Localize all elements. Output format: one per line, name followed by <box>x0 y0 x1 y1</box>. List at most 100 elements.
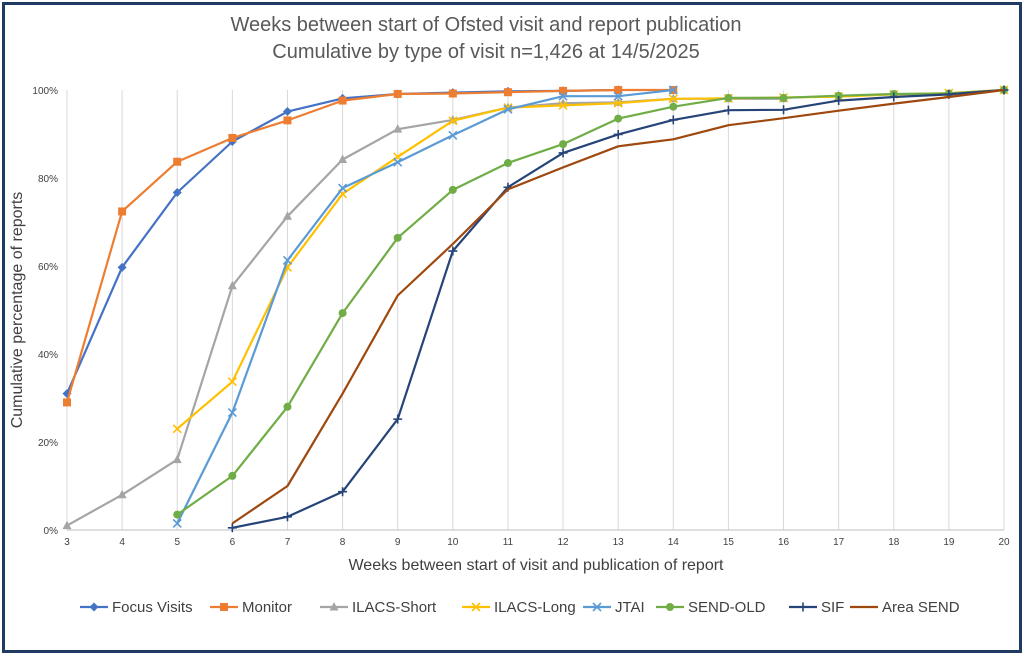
data-point-send-old <box>173 510 182 519</box>
x-tick-label: 17 <box>833 537 845 548</box>
data-point-sif <box>227 523 237 533</box>
data-point-jtai <box>558 91 568 101</box>
data-point-ilacs-long <box>613 98 623 108</box>
x-tick-label: 20 <box>998 537 1010 548</box>
data-point-sif <box>558 148 568 158</box>
series-line-ilacs-long <box>176 88 1005 430</box>
chart-title-line2: Cumulative by type of visit n=1,426 at 1… <box>272 41 700 63</box>
chart-title-line1: Weeks between start of Ofsted visit and … <box>230 14 741 36</box>
data-point-ilacs-long <box>668 94 678 104</box>
x-tick-label: 4 <box>119 537 125 548</box>
y-tick-label: 0% <box>44 526 59 537</box>
data-point-ilacs-short <box>227 280 237 290</box>
legend-item-area-send: Area SEND <box>850 599 960 616</box>
data-point-jtai <box>227 407 237 418</box>
data-point-send-old <box>669 102 678 111</box>
x-tick-label: 15 <box>723 537 735 548</box>
data-point-ilacs-long <box>227 377 237 387</box>
data-point-sif <box>338 487 348 497</box>
legend-item-send-old: SEND-OLD <box>656 599 766 616</box>
data-point-sif <box>668 115 678 125</box>
y-axis-label: Cumulative percentage of reports <box>9 192 26 429</box>
data-point-send-old <box>614 114 623 123</box>
data-point-jtai <box>172 518 182 528</box>
x-tick-label: 3 <box>64 537 70 548</box>
legend-label: ILACS-Short <box>352 599 437 616</box>
x-tick-label: 13 <box>613 537 625 548</box>
series-ilacs-short <box>62 93 789 530</box>
data-point-jtai <box>393 157 403 167</box>
data-point-monitor <box>63 398 71 407</box>
legend-label: JTAI <box>615 599 645 616</box>
data-point-send-old <box>503 159 512 168</box>
legend-marker <box>592 602 602 612</box>
data-point-ilacs-long <box>558 100 568 110</box>
data-point-monitor <box>393 89 402 98</box>
legend-label: Area SEND <box>882 599 960 616</box>
legend: Focus Visits Monitor ILACS-Short ILACS-Long… <box>80 599 960 616</box>
data-point-sif <box>834 96 844 106</box>
data-point-send-old <box>559 140 568 149</box>
data-point-focus-visits <box>117 262 127 272</box>
data-point-ilacs-long <box>448 116 458 126</box>
data-point-monitor <box>283 116 292 125</box>
data-point-sif <box>393 414 403 424</box>
data-point-sif <box>282 512 292 522</box>
data-point-monitor <box>448 89 457 98</box>
x-tick-label: 9 <box>395 537 401 548</box>
data-point-sif <box>779 105 789 115</box>
legend-label: Focus Visits <box>112 599 193 616</box>
data-point-send-old <box>228 471 237 480</box>
legend-label: SEND-OLD <box>688 599 766 616</box>
tick-labels: 3 4 5 6 7 8 9 10 11 12 13 14 15 16 17 18 19 20 0% 20% 40% 60%… <box>32 86 1010 548</box>
x-tick-label: 8 <box>340 537 346 548</box>
data-point-sif <box>889 92 899 102</box>
data-point-jtai <box>338 183 348 193</box>
data-point-jtai <box>282 255 293 265</box>
x-tick-label: 5 <box>174 537 180 548</box>
data-point-jtai <box>668 85 678 95</box>
legend-item-jtai: JTAI <box>583 599 645 616</box>
data-point-send-old <box>779 93 788 102</box>
x-tick-label: 7 <box>285 537 291 548</box>
y-tick-label: 100% <box>32 86 58 97</box>
data-point-monitor <box>503 88 512 97</box>
data-point-ilacs-short <box>117 489 127 499</box>
data-point-monitor <box>228 133 237 142</box>
x-tick-label: 19 <box>943 537 955 548</box>
series-send-old <box>173 86 1008 519</box>
series-sif <box>227 85 1009 533</box>
x-tick-label: 12 <box>557 537 569 548</box>
data-point-send-old <box>448 185 457 194</box>
data-point-sif <box>723 105 733 115</box>
data-point-focus-visits <box>172 188 182 198</box>
x-tick-label: 11 <box>503 537 514 548</box>
series-line-jtai <box>176 88 674 524</box>
data-point-monitor <box>614 86 623 94</box>
data-point-send-old <box>393 233 402 242</box>
y-tick-label: 80% <box>38 174 58 185</box>
series-line-send-old <box>176 88 1005 516</box>
series-jtai <box>172 85 678 528</box>
data-point-send-old <box>338 309 347 318</box>
data-point-jtai <box>448 130 458 140</box>
data-point-ilacs-long <box>172 424 182 434</box>
y-tick-label: 40% <box>38 350 58 361</box>
data-point-ilacs-short <box>62 520 72 530</box>
data-point-jtai <box>503 104 513 114</box>
series-area-send <box>231 88 1005 525</box>
legend-item-ilacs-short: ILACS-Short <box>320 599 437 616</box>
x-tick-label: 14 <box>668 537 680 548</box>
series-lines <box>62 85 1009 533</box>
x-tick-label: 16 <box>778 537 790 548</box>
legend-marker <box>798 602 808 612</box>
data-point-monitor <box>338 96 347 105</box>
legend-marker <box>471 602 481 612</box>
y-tick-label: 20% <box>38 438 58 449</box>
data-point-sif <box>613 129 623 139</box>
data-point-sif <box>448 246 458 256</box>
data-point-ilacs-short <box>282 211 292 220</box>
legend-item-ilacs-long: ILACS-Long <box>462 599 576 616</box>
legend-marker <box>329 602 339 611</box>
